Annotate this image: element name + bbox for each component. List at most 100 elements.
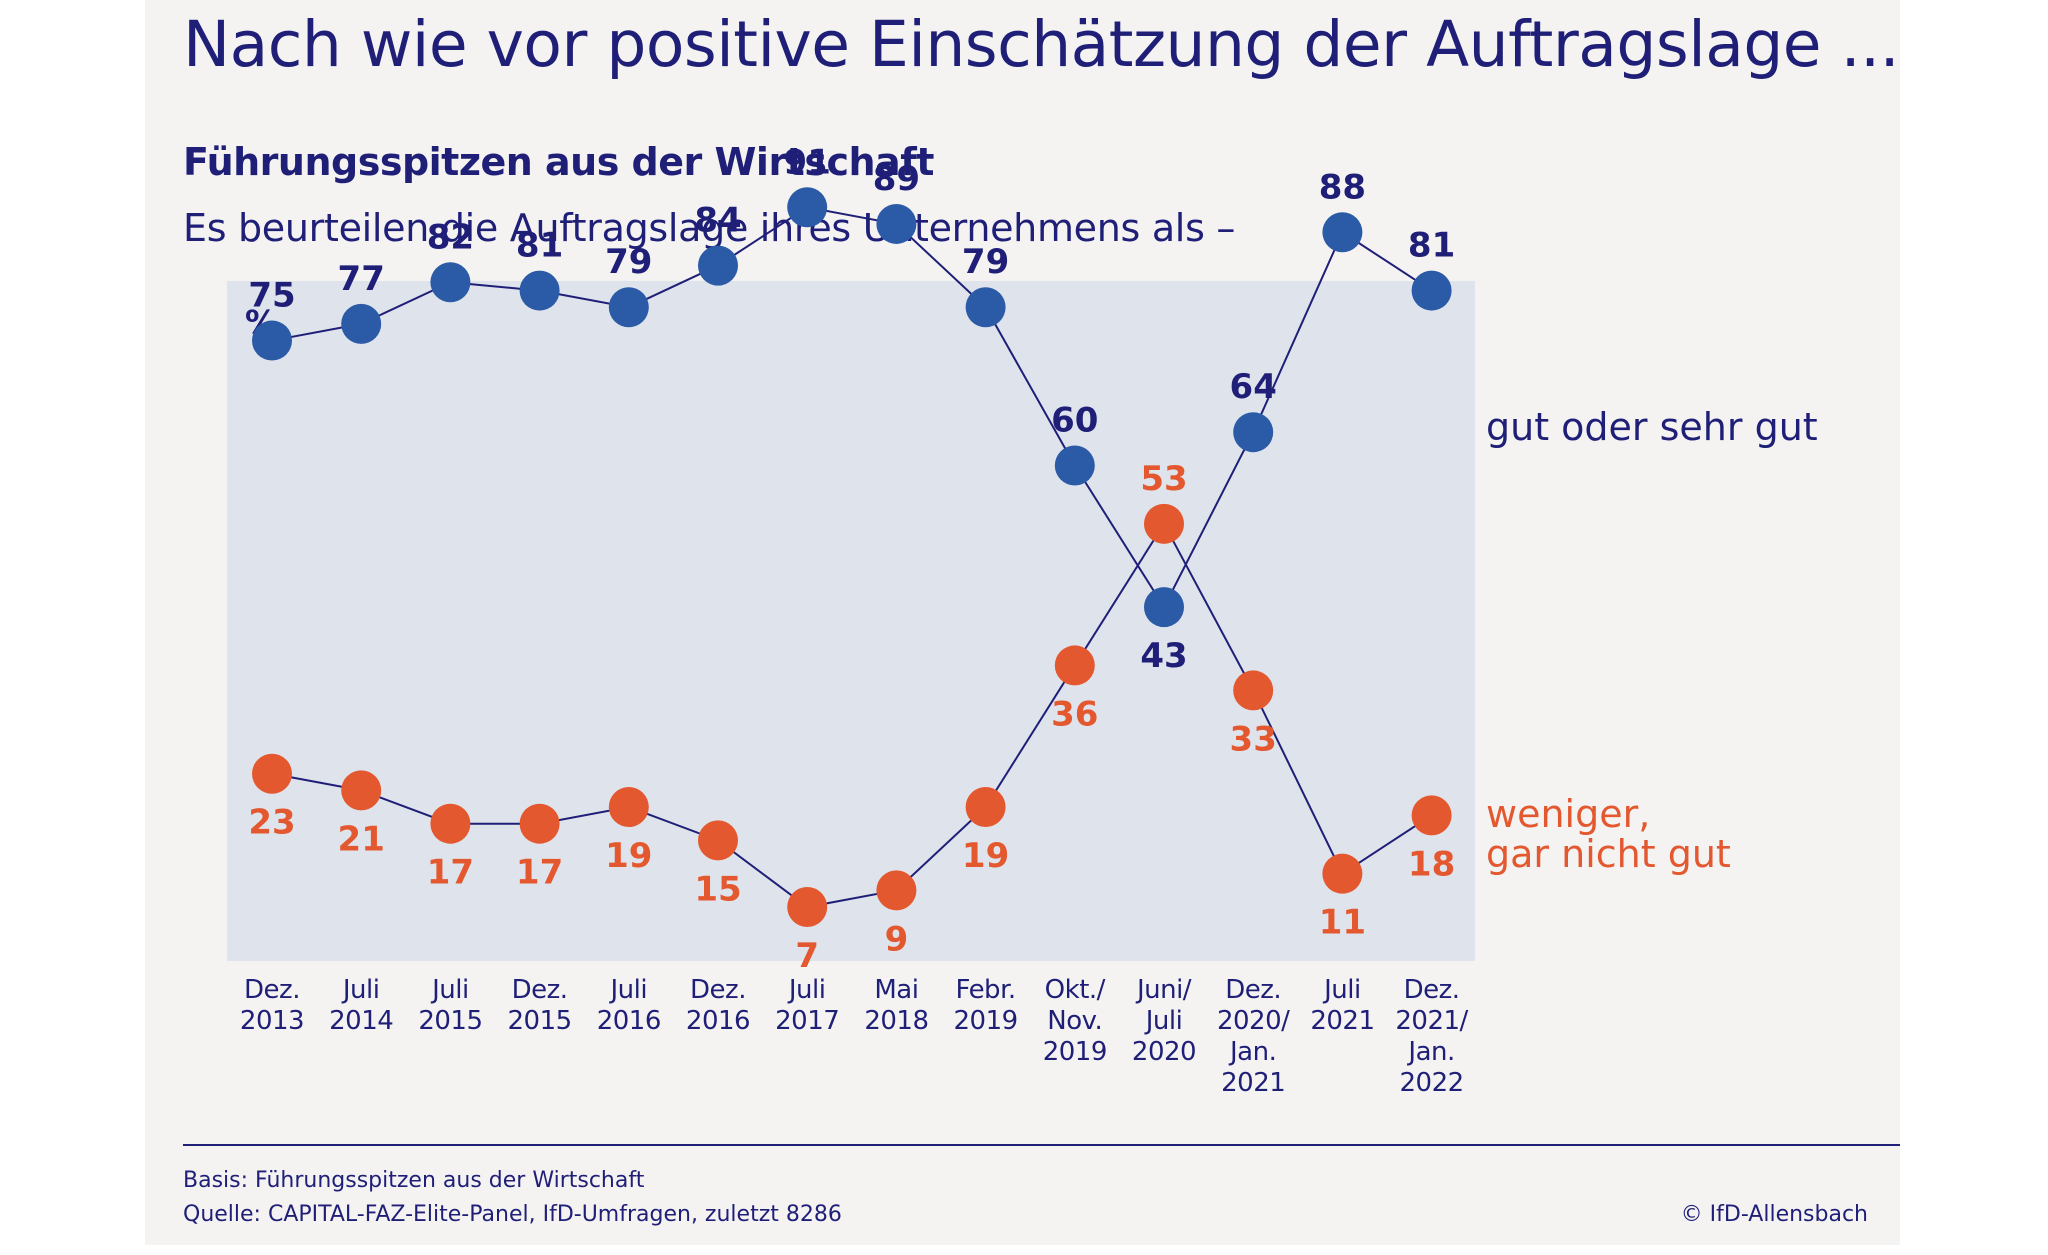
- data-point-bad: [430, 803, 471, 844]
- x-tick-label: 2021/: [1395, 1006, 1468, 1036]
- data-label-bad: 9: [885, 919, 909, 959]
- data-point-bad: [1411, 795, 1452, 836]
- data-point-good: [1144, 587, 1184, 628]
- data-point-good: [1411, 270, 1452, 311]
- footer-divider: [183, 1144, 1900, 1146]
- x-tick-label: Dez.: [512, 975, 568, 1005]
- x-tick-label: Mai: [874, 975, 918, 1005]
- footer-copyright: © IfD-Allensbach: [1680, 1202, 1868, 1227]
- x-tick-label: Nov.: [1047, 1006, 1102, 1036]
- data-label-bad: 19: [605, 836, 652, 876]
- x-tick-label: 2017: [775, 1006, 839, 1036]
- x-tick-label: Dez.: [244, 975, 300, 1005]
- data-label-good: 81: [516, 226, 563, 266]
- data-point-good: [341, 303, 382, 344]
- footer-source: Quelle: CAPITAL-FAZ-Elite-Panel, IfD-Umf…: [183, 1202, 842, 1227]
- data-point-good: [252, 320, 292, 361]
- footer-basis: Basis: Führungsspitzen aus der Wirtschaf…: [183, 1168, 645, 1193]
- data-label-bad: 17: [427, 853, 474, 893]
- data-label-good: 91: [784, 142, 831, 182]
- data-point-bad: [965, 787, 1006, 828]
- x-tick-label: 2016: [686, 1006, 750, 1036]
- data-point-good: [519, 270, 560, 311]
- data-label-good: 79: [962, 242, 1009, 282]
- data-point-bad: [1054, 645, 1095, 686]
- data-label-bad: 15: [694, 869, 741, 909]
- x-tick-label: Juli: [341, 975, 380, 1005]
- chart-subtitle: Führungsspitzen aus der Wirtschaft: [183, 140, 934, 184]
- data-point-bad: [1322, 853, 1363, 894]
- x-tick-label: 2014: [329, 1006, 393, 1036]
- x-tick-label: Juli: [430, 975, 469, 1005]
- x-tick-label: 2018: [864, 1006, 928, 1036]
- x-tick-label: Juli: [1144, 1006, 1183, 1036]
- data-label-good: 77: [338, 259, 385, 299]
- data-label-good: 84: [694, 201, 741, 241]
- data-label-good: 60: [1051, 401, 1098, 441]
- x-tick-label: Juli: [1322, 975, 1361, 1005]
- x-tick-label: Dez.: [690, 975, 746, 1005]
- data-point-bad: [608, 787, 649, 828]
- x-tick-label: 2019: [954, 1006, 1018, 1036]
- data-point-bad: [698, 820, 738, 861]
- data-point-good: [1322, 212, 1363, 253]
- x-tick-label: 2015: [418, 1006, 482, 1036]
- plot-area: [227, 281, 1475, 961]
- data-label-good: 43: [1140, 636, 1187, 676]
- x-tick-label: 2015: [508, 1006, 572, 1036]
- data-label-bad: 19: [962, 836, 1009, 876]
- x-tick-label: Jan.: [1228, 1037, 1276, 1067]
- data-point-bad: [1233, 670, 1274, 711]
- x-tick-label: Juli: [787, 975, 826, 1005]
- series-label-bad: weniger,: [1486, 792, 1650, 836]
- data-label-good: 75: [248, 276, 295, 316]
- data-label-good: 82: [427, 217, 474, 257]
- x-tick-label: 2021: [1221, 1068, 1285, 1098]
- data-label-bad: 18: [1408, 844, 1455, 884]
- data-point-good: [1054, 445, 1095, 486]
- data-point-bad: [1144, 503, 1184, 544]
- x-tick-label: Juni/: [1135, 975, 1192, 1005]
- series-label-bad: gar nicht gut: [1486, 832, 1731, 876]
- data-label-good: 79: [605, 242, 652, 282]
- data-point-good: [1233, 412, 1274, 453]
- data-label-bad: 23: [248, 803, 295, 843]
- data-label-bad: 21: [338, 819, 385, 859]
- data-label-good: 64: [1230, 367, 1277, 407]
- data-label-bad: 17: [516, 853, 563, 893]
- x-tick-label: 2019: [1043, 1037, 1107, 1067]
- x-tick-label: 2013: [240, 1006, 304, 1036]
- x-tick-label: Dez.: [1404, 975, 1460, 1005]
- series-label-good: gut oder sehr gut: [1486, 405, 1818, 449]
- x-tick-label: 2016: [597, 1006, 661, 1036]
- data-point-bad: [252, 753, 292, 794]
- data-label-good: 81: [1408, 226, 1455, 266]
- data-point-bad: [876, 870, 917, 911]
- x-tick-label: Jan.: [1406, 1037, 1454, 1067]
- data-label-good: 88: [1319, 167, 1366, 207]
- data-label-bad: 7: [795, 936, 819, 976]
- data-label-bad: 53: [1140, 459, 1187, 499]
- data-point-good: [787, 187, 828, 228]
- data-point-good: [430, 262, 471, 303]
- x-tick-label: 2021: [1310, 1006, 1374, 1036]
- x-tick-label: Febr.: [956, 975, 1016, 1005]
- data-point-good: [876, 203, 917, 244]
- x-tick-label: 2022: [1400, 1068, 1464, 1098]
- data-point-good: [965, 287, 1006, 328]
- data-point-bad: [787, 887, 828, 927]
- x-tick-label: Dez.: [1225, 975, 1281, 1005]
- x-tick-label: Okt./: [1045, 975, 1106, 1005]
- data-label-bad: 36: [1051, 694, 1098, 734]
- data-point-good: [698, 245, 738, 286]
- data-label-bad: 33: [1230, 719, 1277, 759]
- x-tick-label: Juli: [609, 975, 648, 1005]
- x-tick-label: 2020: [1132, 1037, 1196, 1067]
- x-tick-label: 2020/: [1217, 1006, 1290, 1036]
- data-point-bad: [341, 770, 382, 811]
- data-point-bad: [519, 803, 560, 844]
- data-label-bad: 11: [1319, 903, 1366, 943]
- page-title: Nach wie vor positive Einschätzung der A…: [183, 8, 1900, 81]
- data-point-good: [608, 287, 649, 328]
